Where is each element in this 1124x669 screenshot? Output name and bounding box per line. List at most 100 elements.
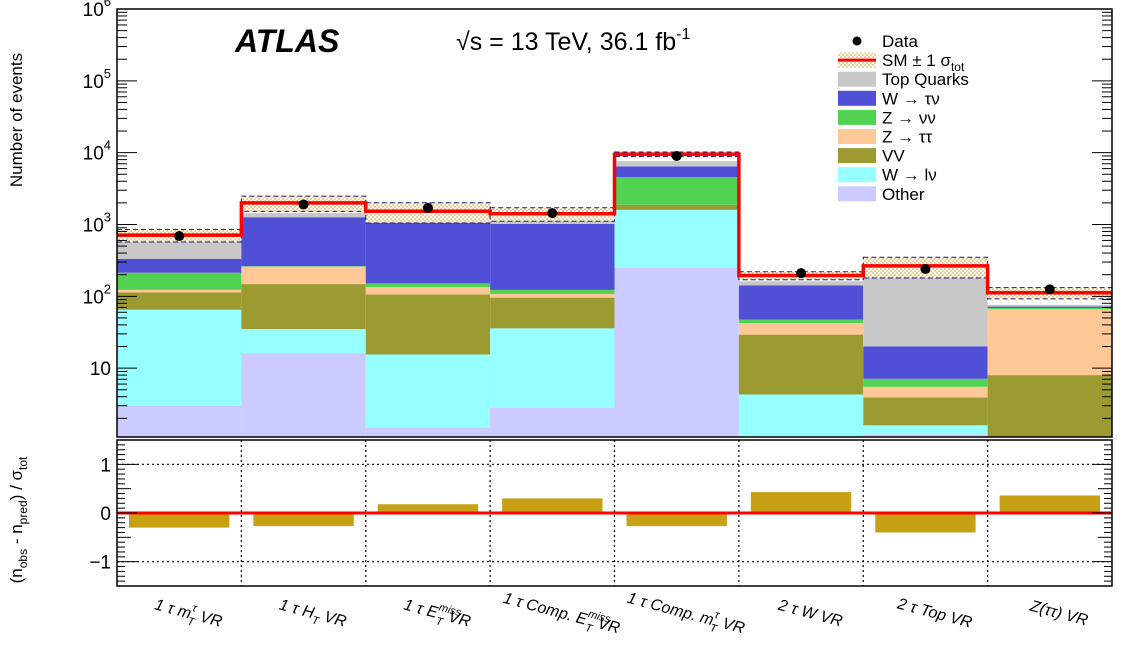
ratio-tick-label: −1 (89, 553, 111, 574)
data-point (547, 208, 558, 219)
stack-segment (365, 287, 491, 295)
ratio-y-axis-ticks (117, 439, 1112, 587)
stack-segment (738, 334, 864, 395)
y-tick-label: 104 (83, 138, 111, 165)
stack-segment (365, 294, 491, 355)
energy-label: √s = 13 TeV, 36.1 fb-1 (456, 26, 690, 56)
x-category-label: 1 τ EmissT VR (401, 593, 474, 636)
ratio-bar (626, 513, 727, 527)
legend-swatch (838, 148, 876, 164)
stack-segment (614, 204, 739, 210)
stack-segment (863, 346, 988, 379)
stack-segment (863, 378, 988, 387)
ratio-grid (117, 440, 1112, 586)
data-point (422, 202, 433, 213)
legend-label: VV (882, 147, 905, 166)
legend-entry: Z → ττ (838, 128, 933, 147)
stack-segment (614, 166, 739, 178)
legend-entry: W → τν (838, 89, 940, 108)
stack-segment (365, 220, 491, 284)
legend-label: Z → ττ (882, 128, 933, 147)
legend-label: Z → νν (882, 108, 936, 127)
main-y-axis-tick-labels: 106 105 104 103 102 10 (83, 0, 111, 380)
main-plot: 106 105 104 103 102 10 ATLAS √s = 13 TeV, 36.… (83, 0, 1113, 438)
stack-segment (241, 266, 366, 267)
stack-segment (241, 284, 366, 330)
y-tick-label: 103 (83, 209, 111, 236)
stack-segment (241, 217, 366, 267)
data-point (298, 199, 309, 210)
ratio-bar (750, 492, 852, 513)
legend-entry: Z → νν (838, 108, 936, 127)
stack-segment (738, 319, 864, 324)
data-point (796, 268, 807, 279)
legend-swatch (838, 71, 876, 87)
legend-entry: Other (838, 185, 925, 204)
ratio-bar (253, 513, 354, 527)
stack-segment (863, 425, 988, 435)
ratio-bar (875, 513, 976, 533)
stack-segment (117, 289, 242, 293)
stack-segment (490, 328, 615, 408)
stack-segment (117, 272, 242, 290)
stack-segment (117, 292, 242, 310)
stack-segment (987, 375, 1112, 437)
legend-entry: Top Quarks (838, 70, 969, 89)
stack-segment (117, 405, 242, 437)
legend-entry: SM ± 1 σtot (838, 51, 965, 74)
stack-segment (490, 407, 615, 437)
y-tick-label: 106 (83, 0, 111, 21)
stack-segment (863, 434, 988, 437)
data-point (1044, 284, 1055, 295)
data-point (671, 150, 682, 161)
stack-segment (490, 223, 615, 290)
stack-segment (241, 353, 366, 437)
legend-swatch (838, 90, 876, 106)
legend-marker (852, 36, 862, 46)
stacked-bars (117, 161, 1112, 437)
energy-label-main: √s = 13 TeV, 36.1 fb (456, 28, 676, 56)
stack-segment (738, 323, 864, 335)
legend-swatch (838, 109, 876, 125)
y-tick-label: 10 (90, 359, 111, 380)
legend-swatch (838, 129, 876, 144)
ratio-bars (129, 492, 1100, 533)
y-tick-label: 105 (83, 66, 111, 93)
stack-segment (987, 307, 1112, 310)
ratio-bar (377, 504, 479, 513)
stack-segment (738, 394, 864, 437)
stack-segment (365, 354, 491, 428)
legend-entry: Data (852, 32, 918, 51)
main-plot-frame (116, 8, 1113, 438)
ratio-y-axis-tick-labels: 1 0 −1 (89, 455, 111, 573)
legend-swatch (838, 186, 876, 202)
stack-segment (241, 213, 366, 218)
stack-segment (490, 289, 615, 294)
ratio-bar (129, 513, 230, 528)
stack-segment (490, 297, 615, 329)
x-category-label: 1 τ HT VR (276, 597, 348, 635)
x-category-label: 2 τ Top VR (894, 595, 974, 632)
stack-segment (738, 281, 864, 286)
x-category-label: 1 τ Comp. EmissT VR (500, 586, 623, 642)
stack-segment (365, 283, 491, 288)
ratio-plot: 1 0 −1 (89, 439, 1113, 587)
stack-segment (987, 306, 1112, 308)
stack-segment (614, 209, 739, 268)
legend-label: Top Quarks (882, 70, 969, 89)
stack-segment (987, 309, 1112, 376)
stack-segment (987, 304, 1112, 307)
y-tick-label: 102 (83, 281, 111, 308)
stack-segment (490, 293, 615, 298)
ratio-bar (999, 495, 1100, 513)
stack-segment (241, 329, 366, 354)
data-point (174, 231, 185, 242)
energy-label-sup: -1 (676, 26, 690, 43)
data-points (174, 150, 1055, 295)
legend-label: Other (882, 185, 925, 204)
experiment-label: ATLAS (234, 23, 340, 59)
stack-segment (614, 177, 739, 205)
stack-segment (117, 309, 242, 406)
stack-segment (614, 161, 739, 167)
